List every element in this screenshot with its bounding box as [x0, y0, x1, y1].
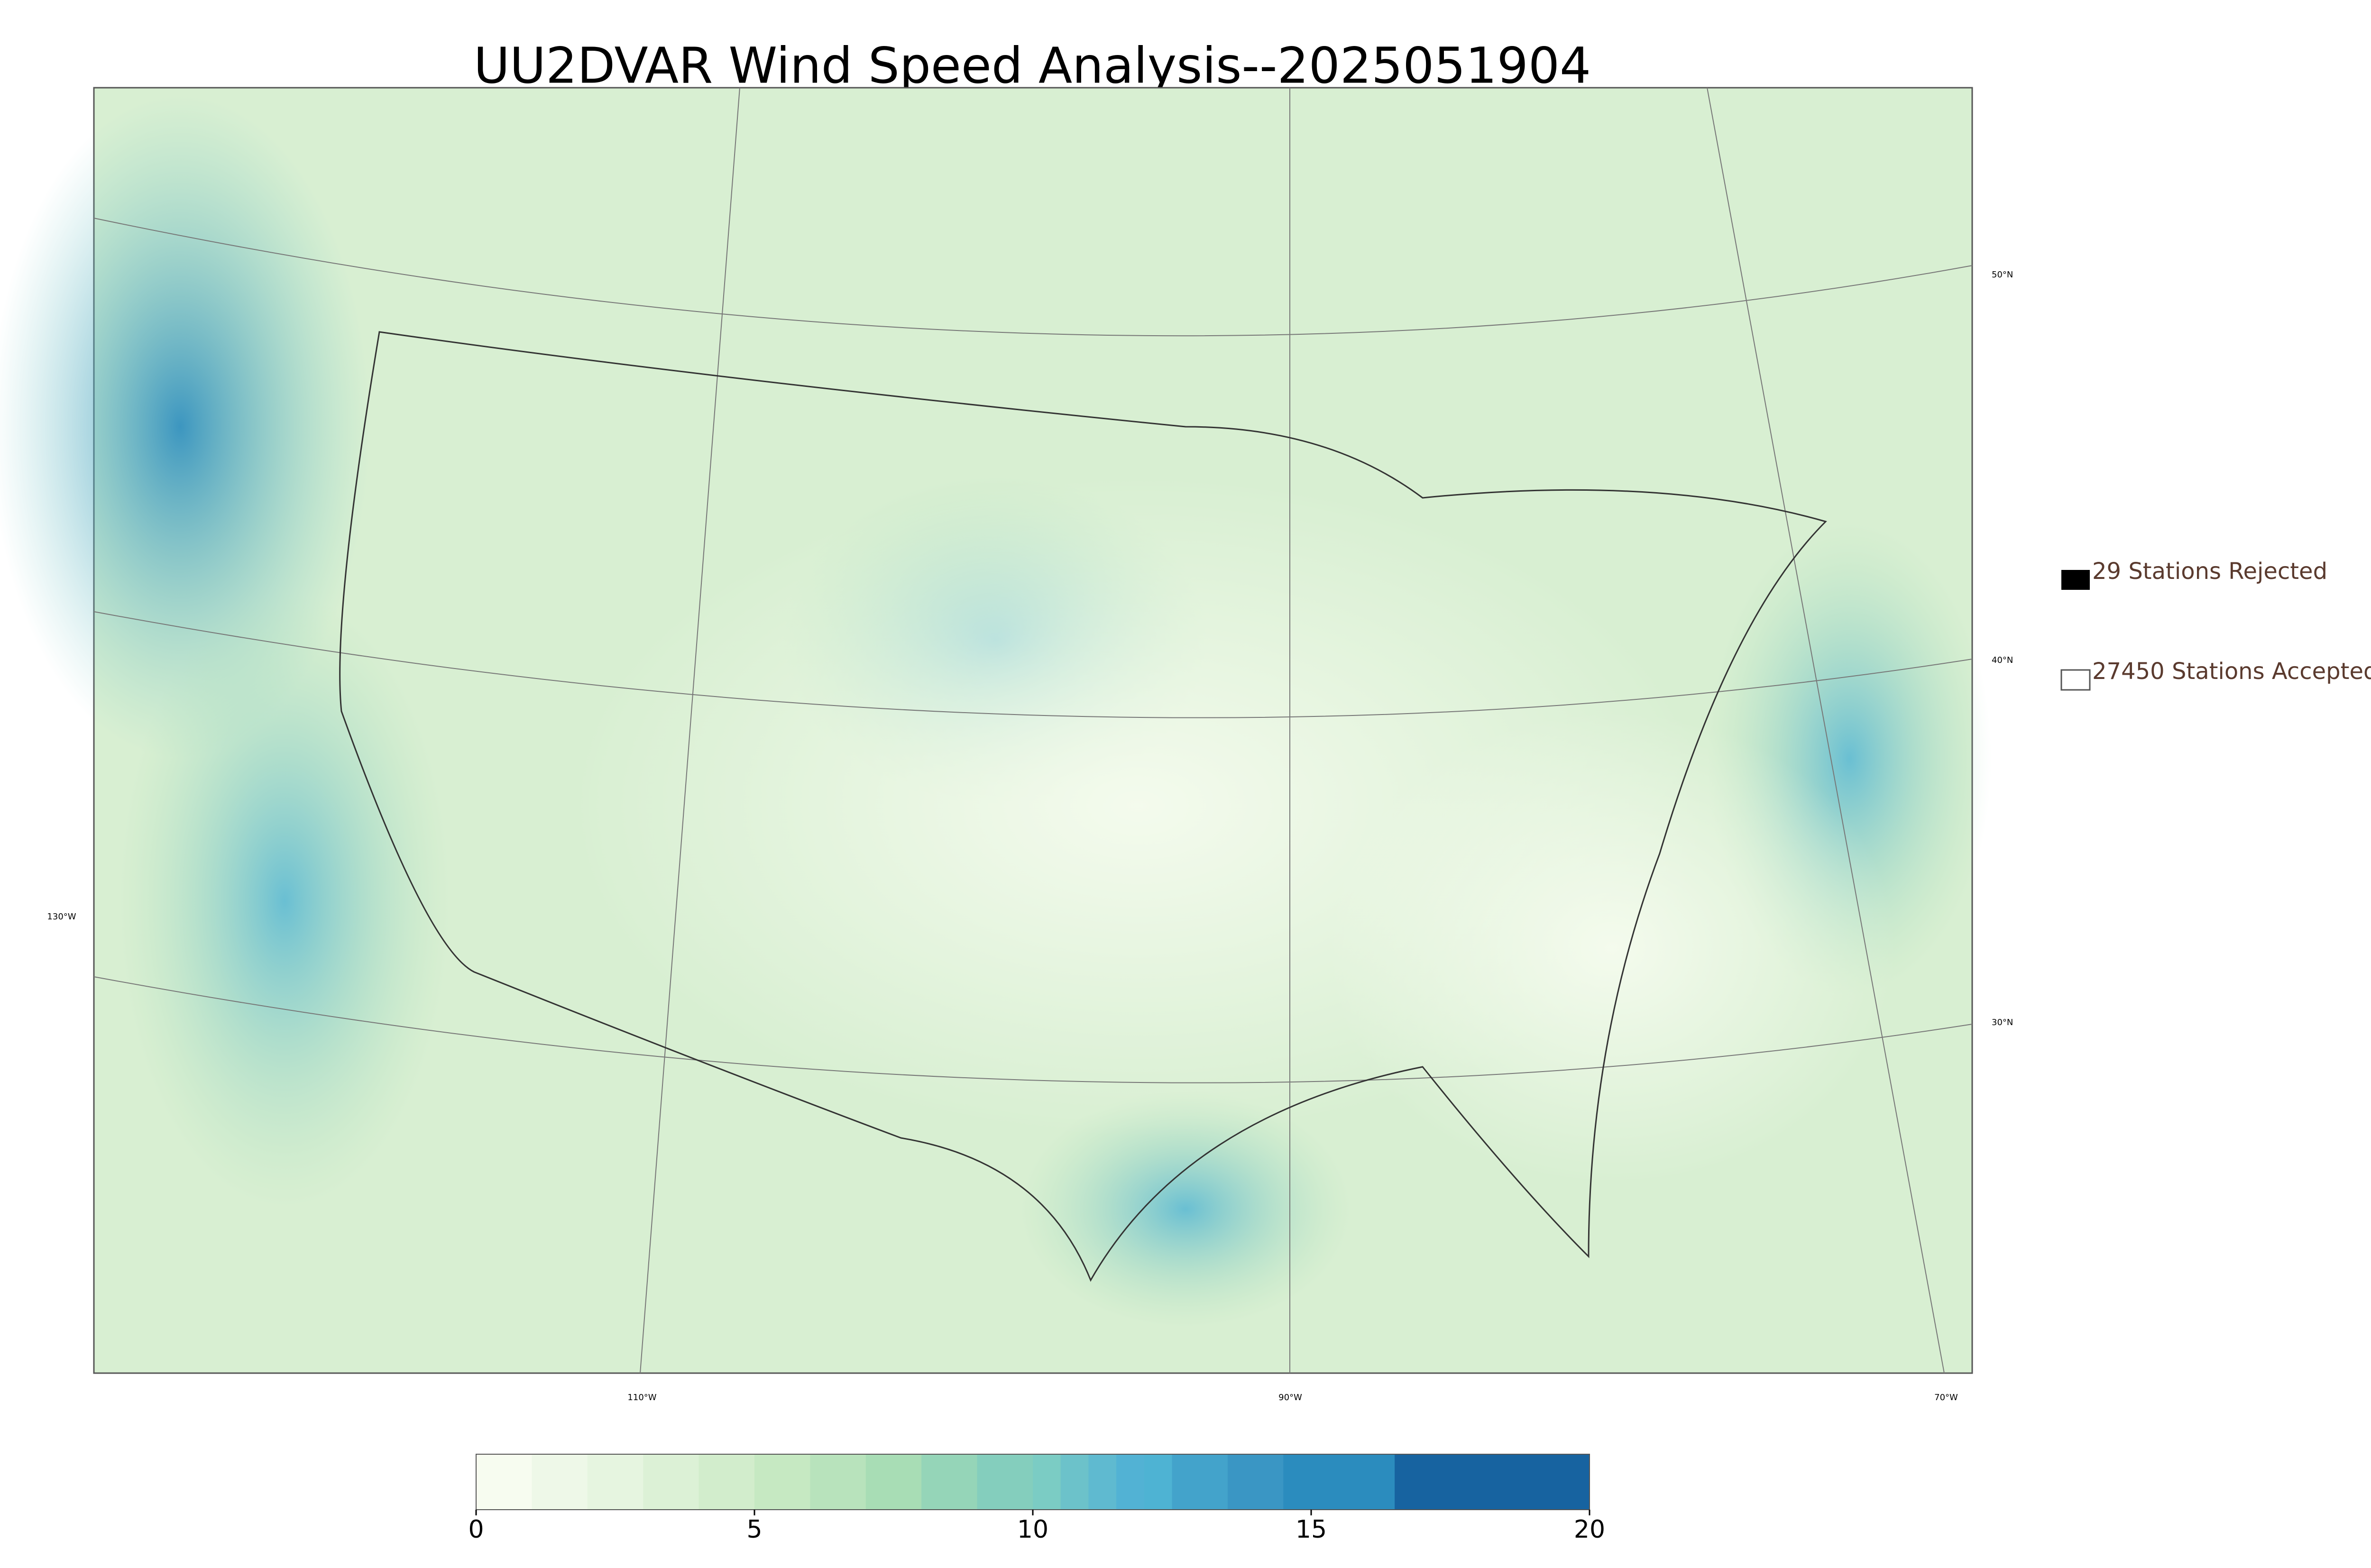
wind-area	[0, 95, 370, 759]
rejected-label: 29 Stations Rejected	[2092, 558, 2327, 585]
rejected-marker	[2061, 570, 2090, 590]
colorbar-segment	[1144, 1454, 1172, 1510]
legend: 29 Stations Rejected 27450 Stations Acce…	[2060, 558, 2371, 691]
colorbar-segment	[810, 1454, 866, 1510]
colorbar-tick-label: 15	[1296, 1515, 1327, 1544]
wind-area	[1020, 1091, 1351, 1328]
colorbar-segment	[1060, 1454, 1089, 1510]
colorbar-segment	[643, 1454, 699, 1510]
lat-label: 30°N	[1992, 1018, 2013, 1027]
colorbar-segment	[1283, 1454, 1395, 1510]
coastline	[339, 331, 1827, 1282]
colorbar-segment	[754, 1454, 810, 1510]
colorbar-tick-label: 10	[1017, 1515, 1048, 1544]
graticule-labels: 130°W 110°W 90°W 70°W 50°N 40°N 30°N	[47, 270, 2013, 1403]
colorbar-segment	[1172, 1454, 1228, 1510]
lon-label: 70°W	[1934, 1393, 1958, 1403]
colorbar-segment	[532, 1454, 588, 1510]
graticule	[93, 87, 1973, 1374]
land-area	[1328, 711, 1897, 1185]
accepted-label: 27450 Stations Accepted	[2092, 658, 2371, 685]
lon-label: 110°W	[627, 1393, 656, 1403]
colorbar-tick-label: 5	[746, 1515, 762, 1544]
colorbar-segment	[977, 1454, 1033, 1510]
colorbar-segment	[587, 1454, 643, 1510]
colorbar-segment	[1033, 1454, 1061, 1510]
colorbar: 0 5 10 15 20	[468, 1454, 1605, 1544]
colorbar-segment	[1088, 1454, 1117, 1510]
colorbar-segment	[1395, 1454, 1590, 1510]
accepted-marker	[2060, 669, 2091, 691]
lon-label: 90°W	[1278, 1393, 1302, 1403]
colorbar-tick-label: 20	[1574, 1515, 1605, 1544]
colorbar-tick-label: 0	[468, 1515, 484, 1544]
colorbar-segment	[698, 1454, 755, 1510]
title: UU2DVAR Wind Speed Analysis--2025051904	[474, 37, 1591, 94]
map	[0, 87, 1992, 1374]
wind-area	[119, 593, 450, 1209]
colorbar-segment	[865, 1454, 922, 1510]
lon-label: 130°W	[47, 912, 76, 922]
colorbar-segment	[476, 1454, 532, 1510]
lat-label: 50°N	[1992, 270, 2013, 280]
colorbar-segment	[921, 1454, 978, 1510]
lat-label: 40°N	[1992, 655, 2013, 665]
colorbar-segment	[1116, 1454, 1145, 1510]
colorbar-segment	[1227, 1454, 1284, 1510]
